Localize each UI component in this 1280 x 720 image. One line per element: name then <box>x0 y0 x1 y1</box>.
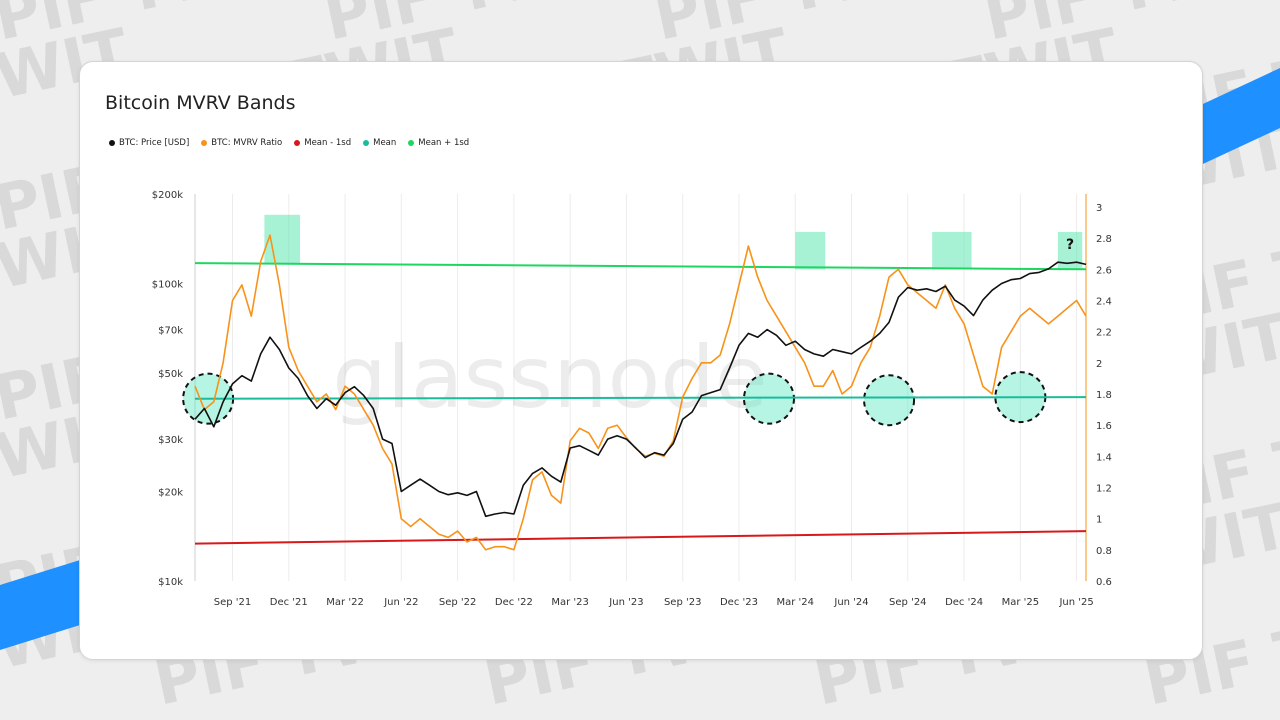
series-line-mean-1sd <box>194 530 1087 545</box>
blue-stripe-top-right <box>1190 68 1280 170</box>
highlight-circle-fill <box>864 375 915 426</box>
y-tick-right-label: 1.8 <box>1096 390 1112 401</box>
legend-label: Mean + 1sd <box>418 138 470 148</box>
legend-dot-icon <box>201 140 208 146</box>
chart-watermark: glassnode <box>332 328 767 428</box>
legend-item[interactable]: Mean <box>363 138 396 148</box>
highlight-box <box>795 231 826 270</box>
chart-title: Bitcoin MVRV Bands <box>105 92 296 114</box>
x-tick-label: Dec '24 <box>945 597 983 608</box>
legend-item[interactable]: Mean - 1sd <box>294 138 351 148</box>
highlight-circle <box>742 372 795 425</box>
x-tick-label: Dec '23 <box>720 597 758 608</box>
x-tick-label: Sep '21 <box>214 597 252 608</box>
y-tick-left-label: $200k <box>152 190 183 201</box>
series-line-mean <box>194 396 1087 400</box>
chart-canvas: glassnode? $200k $100k $70k $50k $30k $20k $10k… <box>152 190 1112 608</box>
y-tick-left-label: $100k <box>152 280 183 291</box>
y-tick-right-label: 2 <box>1096 359 1102 370</box>
y-tick-left-label: $20k <box>158 487 183 498</box>
x-tick-label: Sep '24 <box>889 597 927 608</box>
highlight-circle-fill <box>743 373 794 424</box>
x-tick-label: Jun '24 <box>833 597 868 608</box>
y-tick-right-label: 1.2 <box>1096 484 1112 495</box>
highlight-box <box>932 231 972 270</box>
annotation-question-mark: ? <box>1066 237 1074 253</box>
y-tick-right-label: 2.4 <box>1096 297 1112 308</box>
legend-label: BTC: Price [USD] <box>119 138 190 148</box>
legend-dot-icon <box>363 140 370 146</box>
chart-card: glassnode? $200k $100k $70k $50k $30k $20k $10k… <box>79 61 1203 660</box>
x-tick-label: Dec '22 <box>495 597 533 608</box>
chart-legend: BTC: Price [USD] BTC: MVRV Ratio Mean - 1s… <box>109 136 481 150</box>
x-tick-label: Mar '24 <box>776 597 814 608</box>
series-line-mean-1sd <box>194 262 1087 271</box>
x-tick-label: Mar '22 <box>326 597 364 608</box>
y-tick-right-label: 2.6 <box>1096 265 1112 276</box>
legend-dot-icon <box>408 140 415 146</box>
legend-label: Mean <box>373 138 397 148</box>
y-tick-right-label: 3 <box>1096 203 1102 214</box>
x-tick-label: Mar '25 <box>1002 597 1040 608</box>
legend-item[interactable]: BTC: MVRV Ratio <box>201 138 282 148</box>
x-tick-label: Jun '23 <box>608 597 643 608</box>
x-tick-label: Jun '25 <box>1058 597 1093 608</box>
x-tick-label: Mar '23 <box>551 597 589 608</box>
y-tick-left-label: $70k <box>158 326 183 337</box>
y-tick-right-label: 0.8 <box>1096 546 1112 557</box>
legend-dot-icon <box>294 140 301 146</box>
y-tick-right-label: 1.4 <box>1096 452 1112 463</box>
y-tick-right-label: 0.6 <box>1096 577 1112 588</box>
x-tick-label: Sep '22 <box>439 597 477 608</box>
legend-label: BTC: MVRV Ratio <box>211 138 283 148</box>
y-tick-right-label: 1 <box>1096 515 1102 526</box>
legend-item[interactable]: Mean + 1sd <box>408 138 469 148</box>
y-tick-left-label: $50k <box>158 369 183 380</box>
y-tick-right-label: 2.8 <box>1096 234 1112 245</box>
blue-stripe-bottom-left <box>0 560 80 650</box>
legend-label: Mean - 1sd <box>304 138 352 148</box>
x-tick-label: Sep '23 <box>664 597 702 608</box>
highlight-circle <box>863 374 916 427</box>
x-tick-label: Jun '22 <box>383 597 418 608</box>
y-tick-right-label: 1.6 <box>1096 421 1112 432</box>
highlight-box <box>264 214 301 264</box>
legend-item[interactable]: BTC: Price [USD] <box>109 138 189 148</box>
y-tick-left-label: $30k <box>158 435 183 446</box>
series-line-btc-price-usd <box>194 261 1087 518</box>
x-tick-label: Dec '21 <box>270 597 308 608</box>
y-tick-left-label: $10k <box>158 577 183 588</box>
legend-dot-icon <box>109 140 115 146</box>
y-tick-right-label: 2.2 <box>1096 328 1112 339</box>
